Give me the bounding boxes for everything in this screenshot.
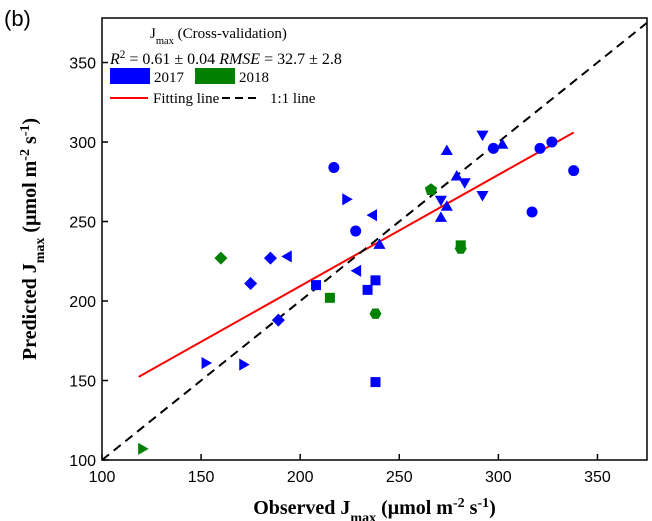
stats-annotation-part: = 32.7 ± 2.8	[260, 51, 342, 68]
point	[239, 358, 250, 371]
x-axis-label-part: )	[489, 497, 496, 519]
x-tick-label: 150	[188, 469, 215, 486]
x-tick-label: 100	[89, 469, 116, 486]
point	[434, 211, 447, 222]
y-tick-label: 200	[69, 294, 96, 311]
stats-annotation-part: RMSE	[218, 51, 260, 68]
stats-annotation-part: R	[109, 51, 120, 68]
y-axis-label-part: max	[33, 238, 48, 264]
point	[534, 142, 546, 154]
x-tick-label: 350	[584, 469, 611, 486]
point	[546, 136, 558, 148]
y-axis-label-part: -2	[18, 149, 33, 161]
point	[568, 165, 580, 177]
legend-label: 1:1 line	[270, 91, 316, 107]
legend-label: Fitting line	[153, 91, 220, 107]
legend-title: Jmax (Cross-validation)	[150, 26, 287, 47]
x-axis-label-part: -1	[477, 496, 489, 511]
point	[487, 142, 499, 154]
point	[366, 209, 378, 222]
point	[454, 243, 467, 254]
x-axis-label-part: s	[465, 497, 478, 519]
x-axis-label-part: (μmol m	[376, 497, 453, 519]
point	[424, 183, 438, 195]
y-axis-label-part: -1	[18, 125, 33, 137]
point	[201, 356, 213, 370]
point	[281, 250, 292, 263]
legend-swatch	[110, 68, 150, 84]
point	[450, 169, 463, 181]
point	[370, 275, 381, 286]
y-axis-label-part: Predicted J	[19, 263, 41, 360]
y-axis-label-part: (μmol m	[19, 160, 41, 237]
x-axis-label-part: -2	[453, 496, 465, 511]
y-tick-label: 150	[69, 374, 96, 391]
point	[476, 190, 489, 202]
plot-frame	[101, 17, 648, 461]
point	[271, 313, 285, 327]
legend-label: 2017	[154, 70, 185, 86]
point	[373, 238, 386, 249]
point	[214, 251, 228, 265]
legend-label: 2018	[239, 70, 269, 86]
point	[244, 277, 258, 291]
x-tick-label: 250	[386, 469, 413, 486]
y-tick-label: 100	[69, 453, 96, 470]
stats-annotation-part: 2	[120, 49, 126, 61]
legend-title-part: J	[150, 26, 156, 42]
point	[138, 442, 149, 455]
point	[370, 377, 381, 388]
legend-title-part: max	[156, 36, 175, 47]
point	[311, 280, 322, 291]
reference-line	[138, 131, 575, 378]
y-axis-label: Predicted Jmax (μmol m-2 s-1)	[18, 118, 48, 360]
x-axis-label: Observed Jmax (μmol m-2 s-1)	[253, 496, 496, 521]
point	[328, 161, 340, 173]
legend-swatch	[195, 68, 235, 84]
point	[526, 206, 538, 218]
point	[362, 284, 373, 295]
stats-annotation-part: = 0.61 ± 0.04	[125, 51, 219, 68]
point	[350, 264, 362, 277]
legend-title-part: (Cross-validation)	[174, 26, 287, 42]
point	[476, 130, 489, 142]
x-axis-label-part: max	[350, 511, 376, 521]
x-tick-label: 200	[287, 469, 314, 486]
panel-label: (b)	[4, 6, 31, 31]
point	[324, 292, 335, 303]
reference-line	[101, 21, 648, 461]
point	[458, 178, 471, 189]
y-axis-label-part: )	[19, 118, 41, 125]
point	[440, 200, 453, 211]
stats-annotation: R2 = 0.61 ± 0.04 RMSE = 32.7 ± 2.8	[109, 49, 342, 68]
point	[369, 308, 382, 319]
point	[342, 193, 353, 206]
point	[434, 195, 447, 207]
point	[496, 138, 509, 149]
y-tick-label: 350	[69, 56, 96, 73]
y-axis-label-part: s	[19, 136, 41, 149]
point	[440, 144, 453, 156]
y-tick-label: 300	[69, 135, 96, 152]
x-axis-label-part: Observed J	[253, 497, 350, 519]
point	[350, 225, 362, 237]
x-tick-label: 300	[485, 469, 512, 486]
point	[263, 251, 277, 265]
y-tick-label: 250	[69, 215, 96, 232]
